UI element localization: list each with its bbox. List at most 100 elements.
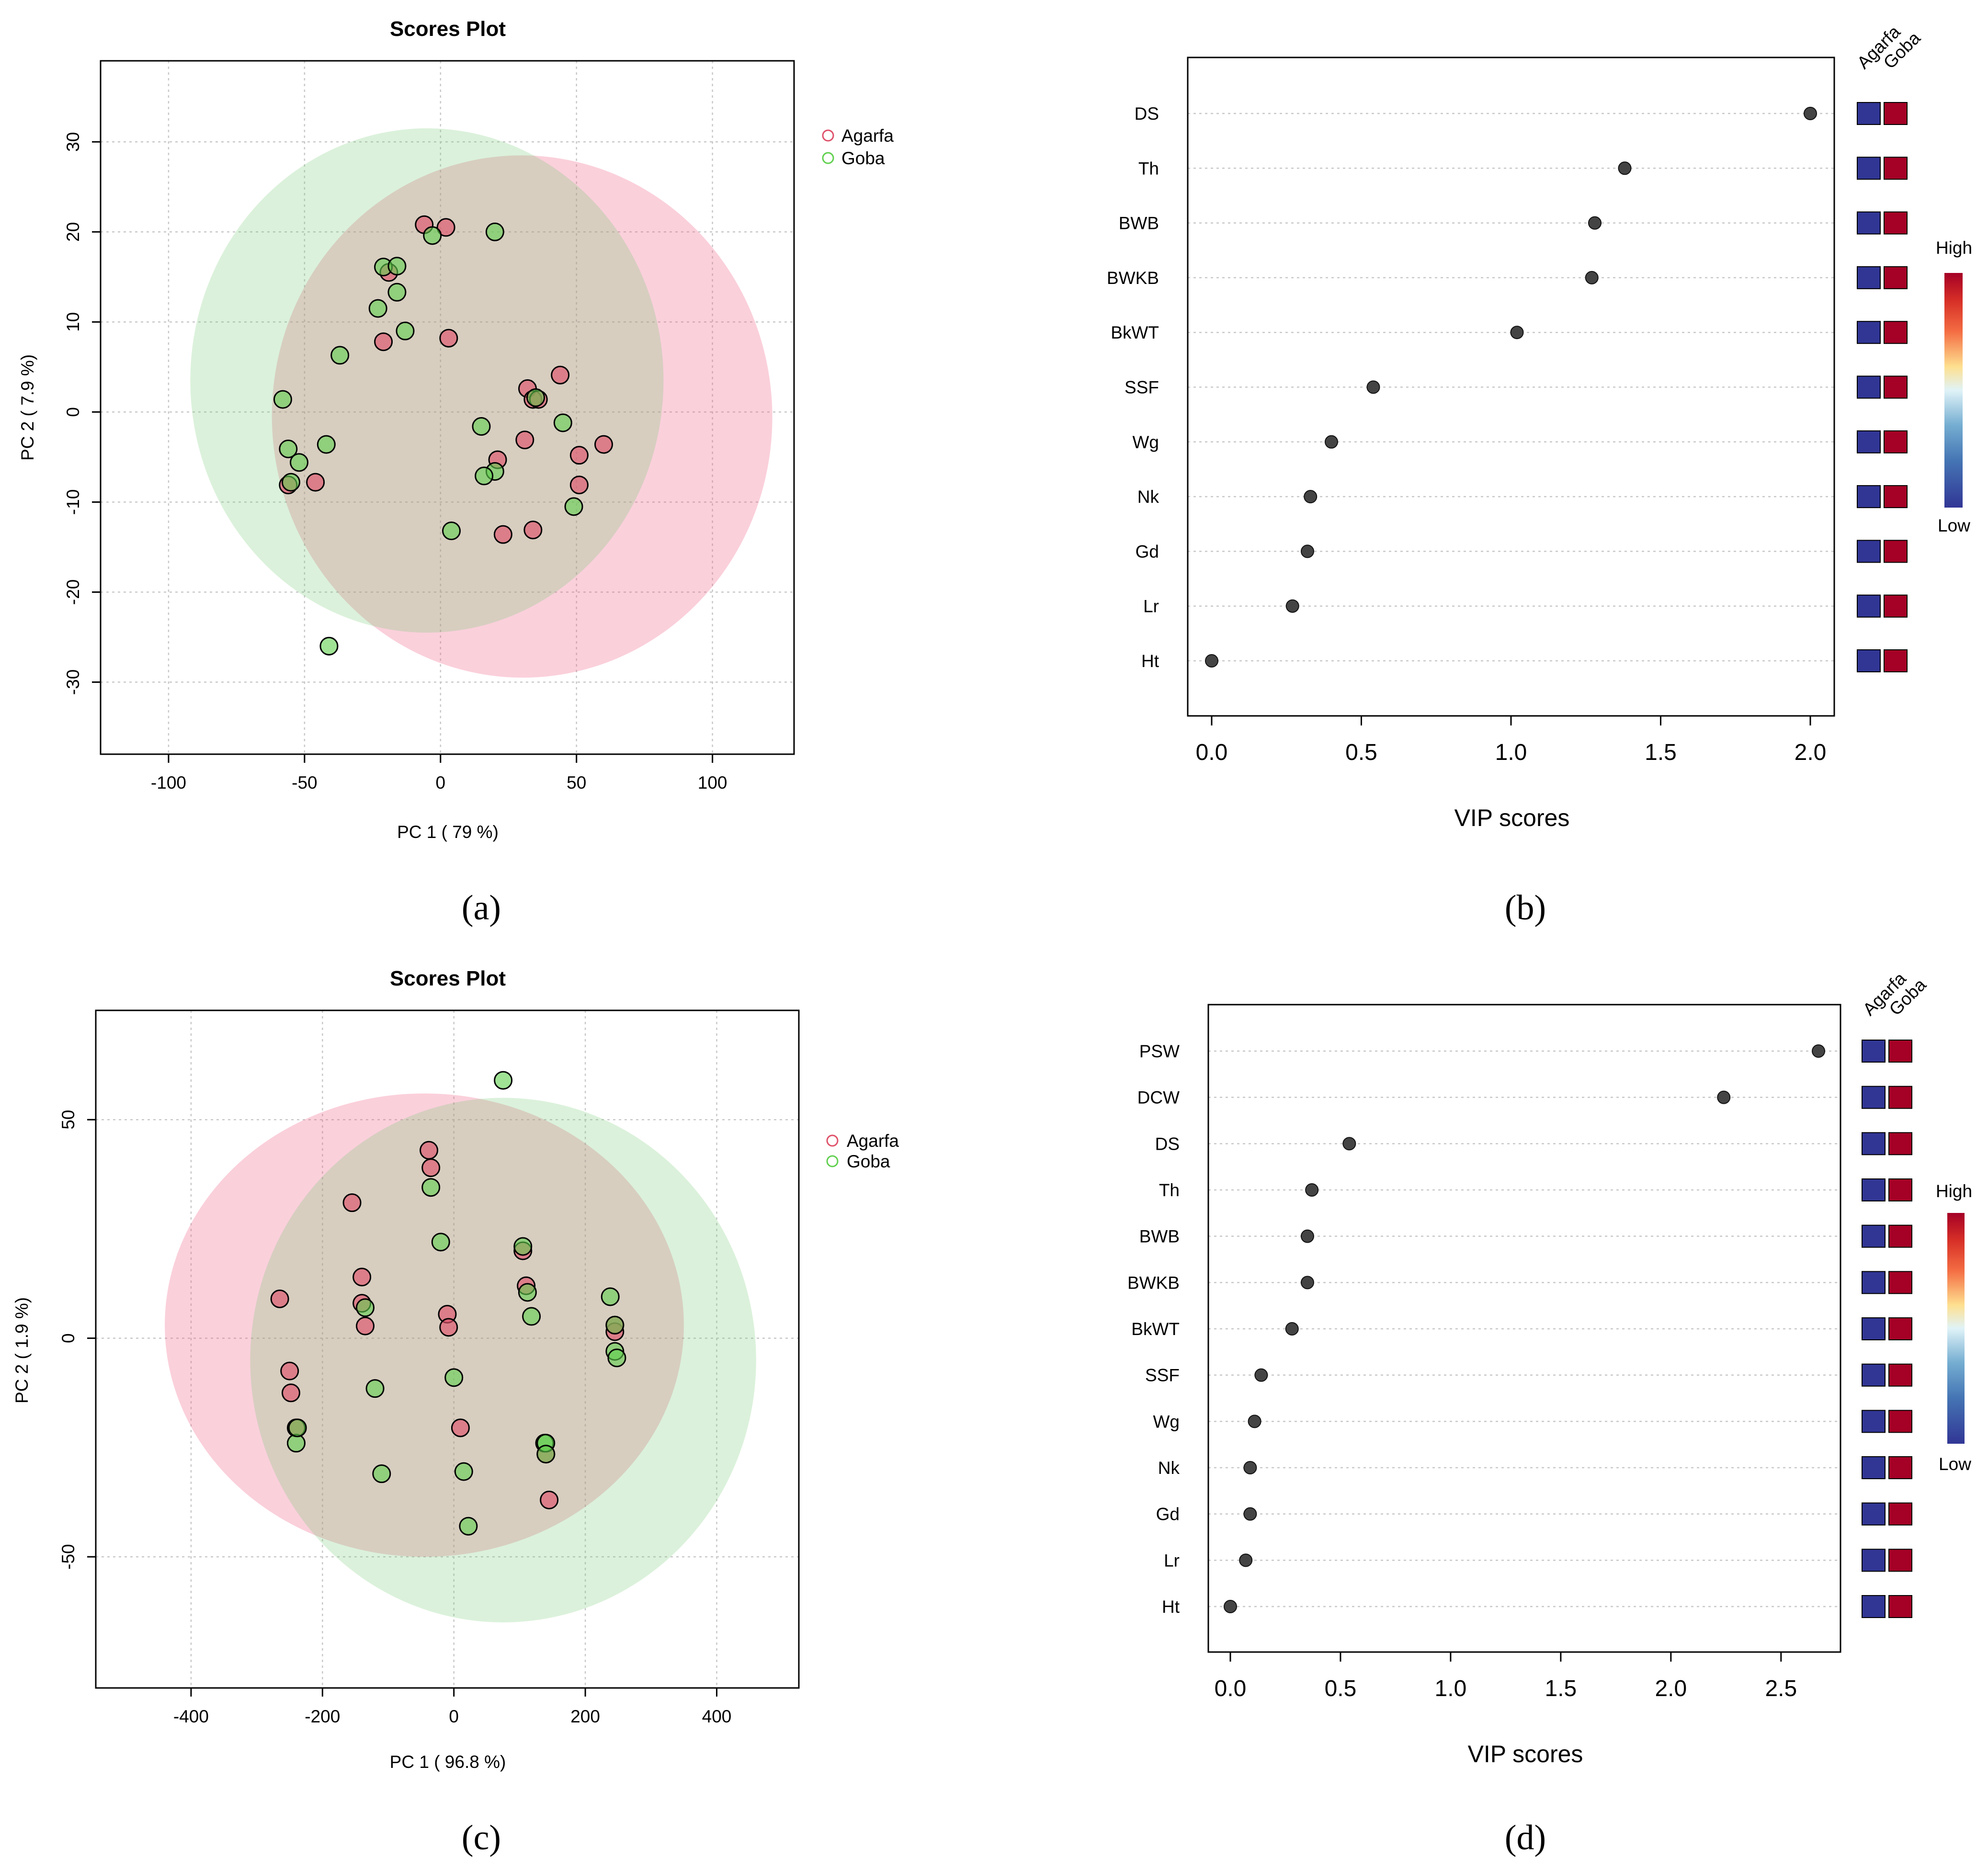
b-heatmap-cell-agarfa (1857, 321, 1881, 344)
panel-d: PSW DCW DS Th BWB BWKB BkWT SSF Wg Nk Gd Lr Ht 0.0 0.5… (1127, 968, 1972, 1857)
d-vip-point (1305, 1183, 1319, 1197)
panel-label-a: (a) (462, 888, 501, 928)
d-category-label: Lr (1164, 1551, 1180, 1570)
c-point-agarfa (342, 1193, 362, 1212)
d-heatmap-cell-agarfa (1862, 1086, 1886, 1109)
c-point-goba (459, 1517, 478, 1536)
c-point-goba (454, 1462, 473, 1481)
colorbar-b (1944, 273, 1963, 508)
c-point-goba (605, 1315, 625, 1335)
a-point-agarfa (515, 430, 534, 450)
panel-label-b: (b) (1505, 888, 1546, 928)
d-vip-point (1254, 1368, 1268, 1382)
b-x-tick-label: 0.0 (1196, 740, 1228, 765)
d-x-tick-label: 1.0 (1435, 1676, 1467, 1701)
c-point-agarfa (439, 1318, 458, 1337)
d-heatmap-cell-agarfa (1862, 1456, 1886, 1479)
d-x-tick-label: 1.5 (1545, 1676, 1577, 1701)
b-heatmap-cell-agarfa (1857, 485, 1881, 509)
d-heatmap-cell-agarfa (1862, 1132, 1886, 1155)
b-heatmap-cell-agarfa (1857, 157, 1881, 180)
a-point-goba (279, 440, 298, 459)
c-point-agarfa (270, 1290, 289, 1309)
legend-c-agarfa-label: Agarfa (847, 1131, 899, 1151)
legend-a-goba-label: Goba (841, 148, 885, 168)
d-category-label: Wg (1153, 1412, 1180, 1431)
c-y-tick-label: 0 (58, 1333, 78, 1343)
a-point-goba (475, 466, 494, 486)
chart-d-plot-frame (1207, 1004, 1841, 1653)
c-x-tick-label: -200 (305, 1707, 340, 1726)
chart-b-plot-frame (1187, 57, 1835, 717)
b-x-tick-label: 0.5 (1345, 740, 1377, 765)
a-point-goba (396, 321, 415, 340)
b-vip-point (1618, 161, 1632, 175)
chart-c-x-label: PC 1 ( 96.8 %) (390, 1752, 506, 1772)
c-point-goba (286, 1434, 306, 1453)
b-heatmap-cell-goba (1884, 211, 1908, 235)
c-point-goba (288, 1418, 307, 1438)
b-heatmap-cell-agarfa (1857, 102, 1881, 125)
chart-a-y-label: PC 2 ( 7.9 %) (18, 354, 37, 461)
c-y-tick-label: 50 (58, 1110, 78, 1130)
legend-c-goba-label: Goba (847, 1152, 890, 1171)
b-category-label: Gd (1136, 542, 1159, 561)
b-x-tick-label: 1.5 (1645, 740, 1677, 765)
b-heatmap-cell-goba (1884, 266, 1908, 289)
a-point-goba (564, 497, 583, 516)
a-y-tick-label: -30 (63, 669, 83, 695)
d-x-tick-label: 2.5 (1765, 1676, 1797, 1701)
a-point-agarfa (569, 475, 589, 495)
b-category-label: SSF (1125, 378, 1159, 397)
c-point-goba (522, 1307, 541, 1326)
a-point-goba (317, 435, 336, 454)
d-category-label: Ht (1162, 1597, 1180, 1617)
d-heatmap-cell-agarfa (1862, 1363, 1886, 1387)
c-ellipse-goba (250, 1098, 756, 1623)
c-y-tick-label: -50 (58, 1544, 78, 1569)
chart-a-plot-frame (100, 60, 795, 755)
b-vip-point (1285, 599, 1299, 613)
d-heatmap-cell-agarfa (1862, 1040, 1886, 1063)
a-point-goba (526, 388, 545, 407)
chart-c-y-label: PC 2 ( 1.9 %) (12, 1297, 32, 1404)
d-vip-point (1223, 1600, 1237, 1613)
b-vip-point (1510, 326, 1524, 340)
a-y-tick-label: 30 (63, 132, 83, 152)
a-ellipse-goba (190, 128, 664, 633)
colorbar-d-high-label: High (1936, 1181, 1972, 1201)
a-y-tick-label: -10 (63, 489, 83, 515)
a-point-goba (273, 390, 292, 409)
chart-b-x-label: VIP scores (1454, 804, 1570, 831)
b-heatmap-cell-goba (1884, 321, 1908, 344)
d-vip-point (1248, 1415, 1261, 1428)
legend-c-agarfa-marker (826, 1134, 839, 1147)
c-point-goba (444, 1368, 464, 1387)
a-point-agarfa (436, 218, 455, 237)
d-vip-point (1812, 1044, 1826, 1058)
legend-c-goba-marker (826, 1155, 839, 1167)
b-category-label: BkWT (1111, 323, 1159, 342)
b-category-label: Nk (1137, 487, 1159, 507)
d-category-label: Th (1159, 1180, 1180, 1200)
d-heatmap-cell-agarfa (1862, 1410, 1886, 1433)
b-heatmap-cell-goba (1884, 540, 1908, 563)
d-heatmap-cell-agarfa (1862, 1502, 1886, 1526)
b-heatmap-cell-agarfa (1857, 266, 1881, 289)
c-point-agarfa (280, 1361, 299, 1381)
a-point-agarfa (569, 446, 589, 465)
colorbar-b-high-label: High (1936, 238, 1972, 258)
c-point-goba (421, 1178, 441, 1197)
b-category-label: BWB (1119, 214, 1159, 233)
chart-a-title: Scores Plot (390, 17, 506, 41)
b-category-label: BWKB (1107, 268, 1159, 288)
b-category-label: Th (1138, 158, 1159, 178)
c-point-goba (365, 1379, 385, 1398)
colorbar-b-low-label: Low (1938, 516, 1970, 535)
a-point-agarfa (493, 525, 512, 544)
legend-a-agarfa-marker (822, 129, 834, 142)
d-heatmap-cell-goba (1888, 1595, 1912, 1618)
d-heatmap-cell-agarfa (1862, 1178, 1886, 1201)
a-point-goba (485, 222, 504, 241)
c-point-goba (356, 1298, 375, 1317)
